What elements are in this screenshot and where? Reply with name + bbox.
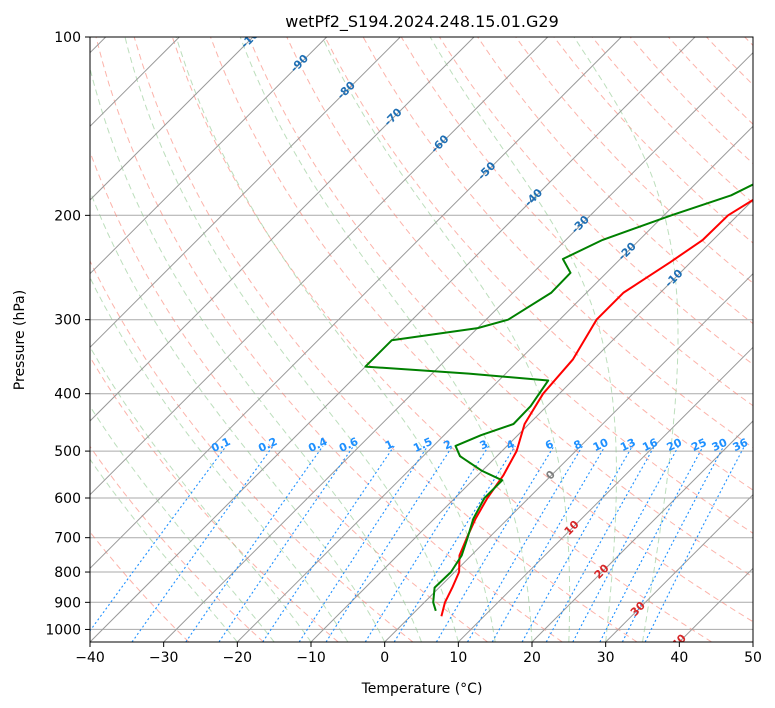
- isotherm-line: [90, 37, 254, 201]
- moist-adiabat: [175, 37, 496, 642]
- moist-adiabat: [239, 37, 533, 642]
- moist-adiabat: [90, 405, 275, 642]
- isotherm-line: [384, 272, 753, 642]
- mixing-ratio-label: 30: [710, 436, 730, 454]
- dry-adiabat: [248, 37, 753, 578]
- mixing-ratio-line: [393, 445, 516, 642]
- mixing-ratio-line: [521, 445, 633, 642]
- x-tick-label: 10: [449, 650, 467, 666]
- mixing-ratio-line: [298, 445, 429, 642]
- mixing-ratio-line: [467, 445, 584, 642]
- y-tick-label: 400: [54, 387, 81, 403]
- x-tick-label: 0: [380, 650, 389, 666]
- mixing-ratio-line: [572, 445, 680, 642]
- mixing-ratio-line: [364, 445, 490, 642]
- isotherm-line: [90, 37, 622, 570]
- dewpoint-line: [364, 183, 753, 612]
- moist-adiabat: [429, 37, 617, 642]
- dry-adiabat: [324, 37, 753, 491]
- mixing-ratio-line: [218, 445, 355, 642]
- x-tick-label: 20: [523, 650, 541, 666]
- moist-adiabat: [90, 66, 422, 642]
- isotherm-line: [310, 199, 753, 642]
- mixing-ratio-label: 16: [640, 436, 660, 454]
- x-tick-label: −30: [149, 650, 179, 666]
- mixing-ratio-label: 20: [665, 436, 685, 454]
- isotherm-line: [531, 420, 753, 642]
- mixing-ratio-line: [435, 445, 555, 642]
- x-tick-label: 40: [670, 650, 688, 666]
- mixing-ratio-label: 10: [591, 436, 611, 454]
- mixing-ratio-line: [325, 445, 454, 642]
- isotherm-line: [605, 493, 753, 642]
- dry-adiabat: [95, 37, 563, 642]
- moist-adiabat: [90, 458, 238, 642]
- mixing-ratio-label: 36: [731, 436, 751, 454]
- dry-adiabat: [90, 259, 414, 642]
- isotherm-line: [90, 37, 328, 275]
- x-tick-label: −40: [75, 650, 105, 666]
- isotherm-line: [90, 37, 475, 422]
- chart-title: wetPf2_S194.2024.248.15.01.G29: [285, 12, 559, 32]
- y-tick-label: 800: [54, 565, 81, 581]
- y-tick-label: 300: [54, 313, 81, 329]
- moist-adiabat: [573, 37, 679, 642]
- y-tick-label: 200: [54, 208, 81, 224]
- dry-adiabat: [171, 37, 712, 642]
- isotherm-line: [236, 125, 753, 642]
- moist-adiabat: [90, 276, 349, 642]
- x-tick-label: −20: [223, 650, 253, 666]
- y-tick-label: 600: [54, 491, 81, 507]
- mixing-ratio-line: [262, 445, 395, 642]
- y-tick-label: 700: [54, 531, 81, 547]
- isotherm-line: [457, 346, 753, 642]
- y-tick-label: 100: [54, 30, 81, 46]
- dry-adiabat: [210, 37, 753, 623]
- y-tick-label: 900: [54, 595, 81, 611]
- dry-adiabat: [515, 37, 753, 284]
- isotherm-line: [90, 37, 549, 496]
- mixing-ratio-line: [545, 445, 656, 642]
- x-tick-label: −10: [296, 650, 326, 666]
- moist-adiabat: [321, 37, 571, 642]
- y-tick-label: 500: [54, 444, 81, 460]
- axes: −40 −30 −20 −10 0 10 20 30 40 50 100 200 300 400 500 60…: [45, 30, 762, 666]
- temperature-line: [440, 198, 753, 617]
- dry-adiabat: [90, 445, 264, 642]
- y-axis-label: Pressure (hPa): [12, 290, 28, 390]
- dry-adiabat: [133, 37, 638, 642]
- isotherm-label: 40: [669, 631, 689, 651]
- y-tick-label: 1000: [45, 622, 81, 638]
- moist-adiabat: [90, 189, 386, 642]
- x-tick-label: 30: [597, 650, 615, 666]
- moist-adiabats: [90, 37, 679, 642]
- isotherm-line: [163, 51, 753, 642]
- x-tick-label: 50: [744, 650, 762, 666]
- mixing-ratio-line: [131, 445, 274, 642]
- isotherm-line: [90, 37, 401, 349]
- mixing-ratio-label: 13: [618, 436, 637, 454]
- dry-adiabat: [286, 37, 753, 534]
- plot-area: 0.10.20.40.611.52346810131620253036-100-…: [90, 37, 753, 651]
- mixing-ratio-line: [491, 445, 606, 642]
- mixing-ratio-label: 25: [689, 436, 708, 454]
- plot-frame: [89, 36, 754, 643]
- x-axis-label: Temperature (°C): [361, 681, 483, 697]
- sounding-series: [364, 183, 753, 617]
- mixing-ratio-lines: [90, 445, 746, 642]
